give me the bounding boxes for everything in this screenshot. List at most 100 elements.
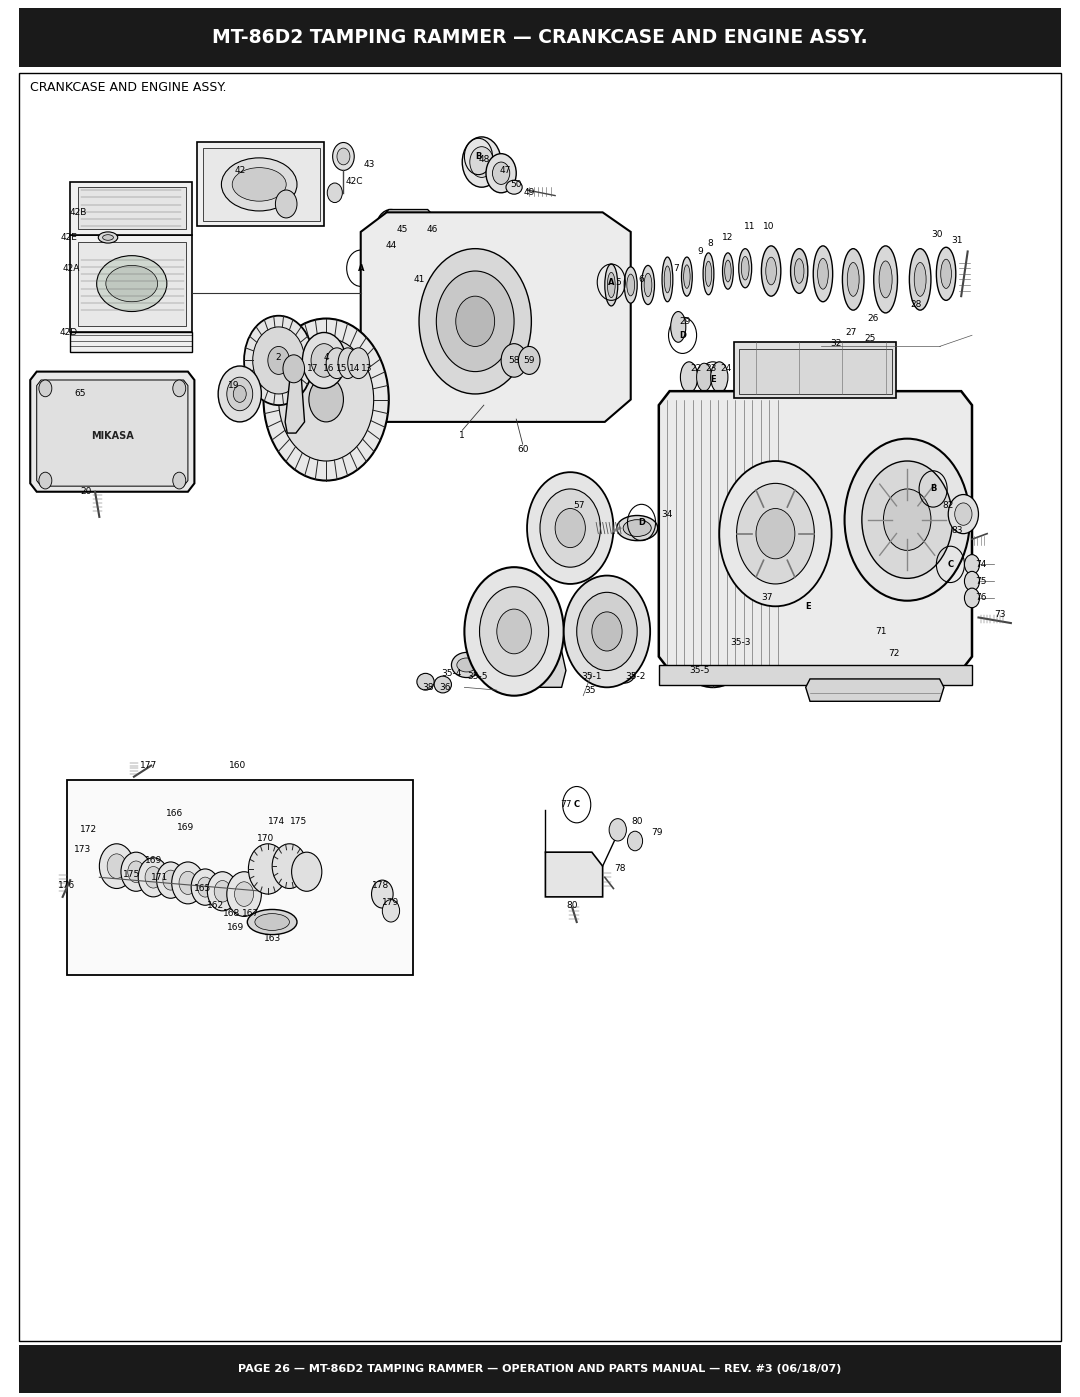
Ellipse shape xyxy=(941,260,951,288)
Ellipse shape xyxy=(723,253,733,289)
Text: 169: 169 xyxy=(177,823,194,831)
Text: 80: 80 xyxy=(632,817,643,826)
Text: 76: 76 xyxy=(975,594,986,602)
Text: 13: 13 xyxy=(362,365,373,373)
Circle shape xyxy=(272,844,307,888)
Text: 80: 80 xyxy=(567,901,578,909)
Circle shape xyxy=(683,592,743,671)
Text: 35-4: 35-4 xyxy=(442,669,461,678)
Circle shape xyxy=(436,271,514,372)
Ellipse shape xyxy=(391,222,421,253)
Ellipse shape xyxy=(431,214,450,244)
Ellipse shape xyxy=(221,158,297,211)
Text: 48: 48 xyxy=(478,155,489,163)
Circle shape xyxy=(948,495,978,534)
Circle shape xyxy=(218,366,261,422)
Text: 4: 4 xyxy=(323,353,329,362)
Text: 166: 166 xyxy=(166,809,184,817)
Ellipse shape xyxy=(879,261,892,298)
Text: 178: 178 xyxy=(372,882,389,890)
Ellipse shape xyxy=(605,264,618,306)
Ellipse shape xyxy=(644,274,652,296)
Text: 42A: 42A xyxy=(63,264,80,272)
Polygon shape xyxy=(367,210,441,265)
Circle shape xyxy=(309,377,343,422)
Text: 28: 28 xyxy=(910,300,921,309)
Text: 35: 35 xyxy=(584,686,595,694)
Circle shape xyxy=(883,489,931,550)
Polygon shape xyxy=(501,651,566,687)
Circle shape xyxy=(382,900,400,922)
Text: 73: 73 xyxy=(995,610,1005,619)
Text: MT-86D2 TAMPING RAMMER — CRANKCASE AND ENGINE ASSY.: MT-86D2 TAMPING RAMMER — CRANKCASE AND E… xyxy=(212,28,868,47)
Polygon shape xyxy=(397,251,456,288)
Polygon shape xyxy=(545,852,603,897)
Circle shape xyxy=(327,183,342,203)
Text: B: B xyxy=(930,485,936,493)
Text: 44: 44 xyxy=(386,242,396,250)
Text: 167: 167 xyxy=(242,909,259,918)
Text: 83: 83 xyxy=(951,527,962,535)
Text: 27: 27 xyxy=(846,328,856,337)
Text: 174: 174 xyxy=(268,817,285,826)
Bar xyxy=(19,1345,1061,1393)
Ellipse shape xyxy=(348,348,369,379)
Ellipse shape xyxy=(457,658,476,672)
Circle shape xyxy=(163,870,178,890)
Ellipse shape xyxy=(818,258,828,289)
Text: 175: 175 xyxy=(123,870,140,879)
Text: 25: 25 xyxy=(865,334,876,342)
Ellipse shape xyxy=(847,263,860,296)
Ellipse shape xyxy=(338,348,357,379)
Text: 168: 168 xyxy=(222,909,240,918)
Text: 49: 49 xyxy=(524,189,535,197)
Text: A: A xyxy=(357,264,364,272)
Circle shape xyxy=(107,854,126,879)
Ellipse shape xyxy=(725,260,731,282)
Ellipse shape xyxy=(475,661,497,680)
Ellipse shape xyxy=(580,661,604,680)
Text: 42E: 42E xyxy=(60,233,78,242)
Text: 38: 38 xyxy=(422,683,433,692)
Circle shape xyxy=(592,612,622,651)
Polygon shape xyxy=(659,391,972,671)
Circle shape xyxy=(191,869,219,905)
Ellipse shape xyxy=(813,246,833,302)
Circle shape xyxy=(964,555,980,574)
Circle shape xyxy=(955,503,972,525)
Ellipse shape xyxy=(435,219,446,239)
Text: PAGE 26 — MT-86D2 TAMPING RAMMER — OPERATION AND PARTS MANUAL — REV. #3 (06/18/0: PAGE 26 — MT-86D2 TAMPING RAMMER — OPERA… xyxy=(239,1363,841,1375)
Text: 176: 176 xyxy=(58,882,76,890)
Ellipse shape xyxy=(795,258,804,284)
Text: 163: 163 xyxy=(264,935,281,943)
Circle shape xyxy=(470,147,494,177)
Text: 57: 57 xyxy=(573,502,584,510)
Ellipse shape xyxy=(326,348,348,379)
Circle shape xyxy=(376,210,406,249)
Text: 31: 31 xyxy=(951,236,962,244)
Circle shape xyxy=(264,319,389,481)
Circle shape xyxy=(279,338,374,461)
Text: 75: 75 xyxy=(975,577,986,585)
Ellipse shape xyxy=(936,247,956,300)
Text: 11: 11 xyxy=(744,222,755,231)
Text: C: C xyxy=(573,800,580,809)
Ellipse shape xyxy=(680,362,698,393)
Ellipse shape xyxy=(232,168,286,201)
Text: CRANKCASE AND ENGINE ASSY.: CRANKCASE AND ENGINE ASSY. xyxy=(30,81,227,94)
Circle shape xyxy=(253,327,305,394)
Ellipse shape xyxy=(626,274,635,296)
Text: 42D: 42D xyxy=(60,328,78,337)
Text: 7: 7 xyxy=(673,264,679,272)
Polygon shape xyxy=(361,212,631,422)
Circle shape xyxy=(157,862,185,898)
Text: 82: 82 xyxy=(943,502,954,510)
Bar xyxy=(19,8,1061,67)
Ellipse shape xyxy=(791,249,808,293)
Ellipse shape xyxy=(909,249,931,310)
Ellipse shape xyxy=(741,257,750,279)
Ellipse shape xyxy=(842,249,864,310)
Ellipse shape xyxy=(739,249,752,288)
Text: E: E xyxy=(805,602,811,610)
Text: 12: 12 xyxy=(723,233,733,242)
